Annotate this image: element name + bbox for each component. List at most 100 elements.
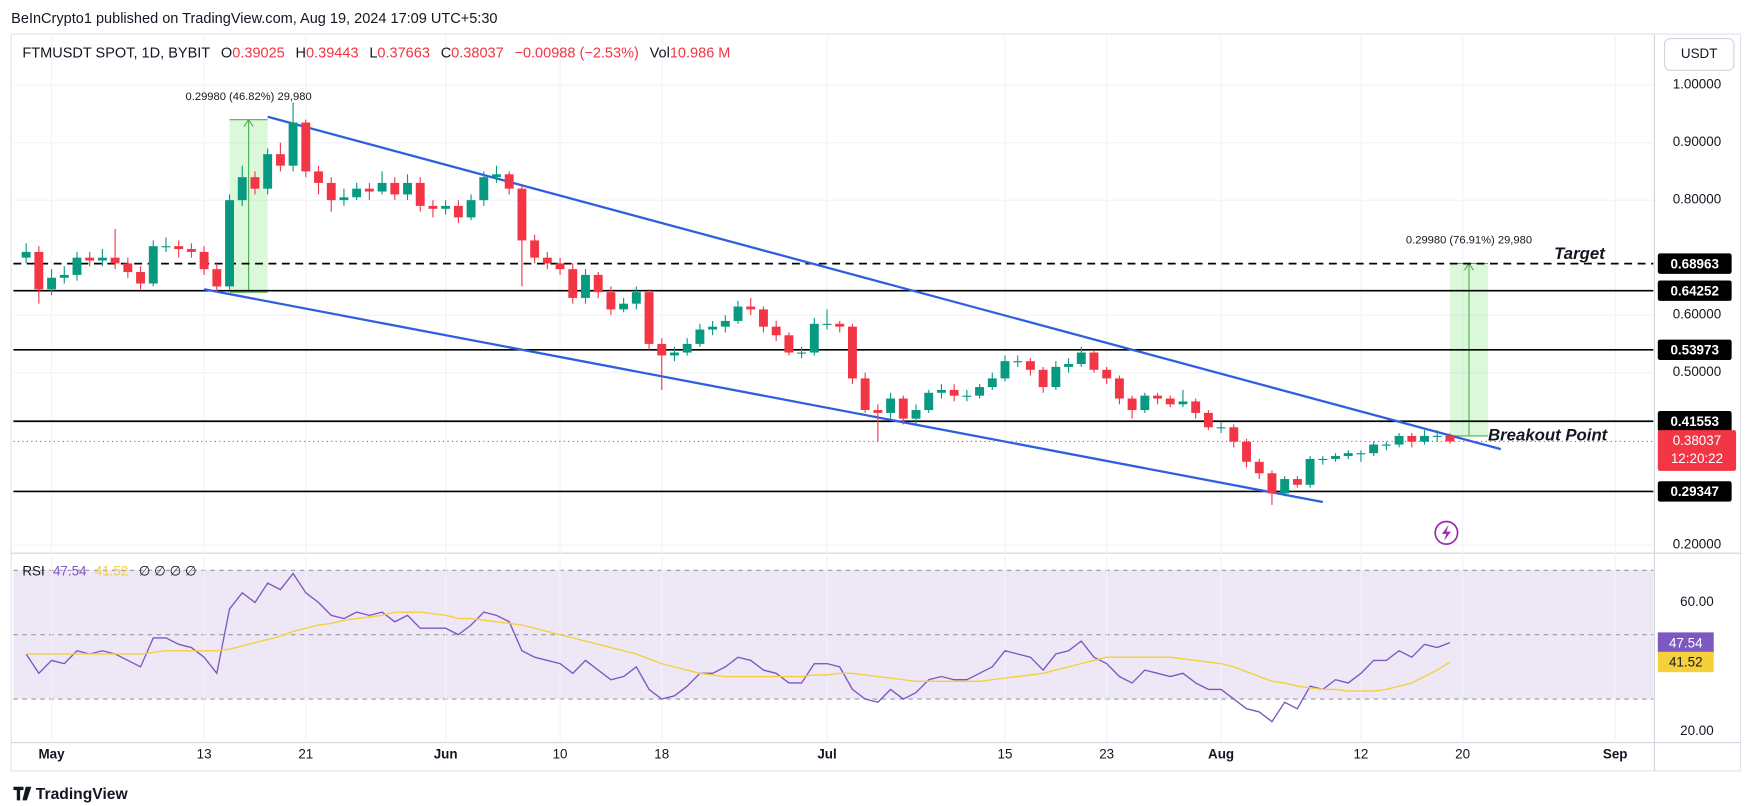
candle-body <box>975 387 985 396</box>
candle-body <box>949 389 959 396</box>
candle-body <box>1013 361 1023 363</box>
y-tick-label: 0.60000 <box>1673 307 1721 322</box>
candle-body <box>1165 398 1175 405</box>
candle-body <box>1420 435 1429 442</box>
candle-body <box>1191 401 1201 413</box>
x-tick-label: 18 <box>654 746 669 761</box>
frame <box>10 33 1742 772</box>
candle-body <box>581 274 590 298</box>
currency-label[interactable]: USDT <box>1681 46 1718 61</box>
candle-body <box>847 326 857 379</box>
x-tick-label: 23 <box>1099 746 1114 761</box>
rsi-value-label: 41.52 <box>1669 655 1703 670</box>
candle-body <box>1254 461 1264 474</box>
candle-body <box>720 320 730 327</box>
candle-body <box>682 343 692 353</box>
low-letter: L <box>369 45 377 61</box>
y-tick-label: 0.80000 <box>1673 192 1721 207</box>
candle-body <box>47 277 57 290</box>
high-value: 0.39443 <box>306 45 359 61</box>
candle-body <box>1102 369 1112 379</box>
price-box <box>1657 430 1737 471</box>
rsi-legend: RSI 47.54 41.52 ∅ ∅ ∅ ∅ <box>22 563 197 578</box>
candle-body <box>1038 369 1048 388</box>
rsi-value-box <box>1657 651 1714 673</box>
volume-label: Vol <box>650 45 670 61</box>
candle-body <box>746 306 756 310</box>
candle-body <box>619 303 629 310</box>
candle-body <box>492 174 501 178</box>
y-tick-label: 0.50000 <box>1673 364 1721 379</box>
rsi-band <box>13 570 1654 700</box>
candle-body <box>835 323 845 327</box>
candle-body <box>97 257 107 261</box>
price-box-value: 0.38037 <box>1673 433 1721 448</box>
annotation: Breakout Point <box>1488 425 1609 444</box>
candle-body <box>1356 453 1366 455</box>
candle-body <box>1114 378 1124 399</box>
rsi-ma-legend-value: 41.52 <box>95 563 129 578</box>
candle-body <box>695 329 705 344</box>
candle-body <box>924 392 934 411</box>
candle-body <box>199 251 209 270</box>
candle-body <box>568 269 578 298</box>
candle-body <box>453 205 463 218</box>
candle-body <box>898 398 908 419</box>
candle-body <box>110 257 120 264</box>
candle-body <box>301 122 311 172</box>
candle-body <box>1203 412 1213 428</box>
candle-body <box>1331 456 1340 459</box>
candle-body <box>339 197 349 201</box>
candle-body <box>1305 458 1315 485</box>
candle-body <box>771 326 781 336</box>
candle-body <box>1369 444 1379 454</box>
candle-body <box>212 269 222 287</box>
candle-body <box>237 177 247 201</box>
candle-body <box>1280 479 1290 494</box>
candle-body <box>275 154 285 166</box>
measure-label: 0.29980 (46.82%) 29,980 <box>186 91 312 103</box>
candle-body <box>606 292 616 310</box>
currency-button[interactable] <box>1663 37 1735 71</box>
x-tick-label: 12 <box>1353 746 1368 761</box>
candle-body <box>34 251 44 290</box>
footer-brand: TradingView <box>36 786 129 803</box>
candle-body <box>1318 458 1328 461</box>
candle-body <box>873 410 883 413</box>
level-label-box <box>1657 339 1732 361</box>
candle-body <box>21 251 31 258</box>
alert-bolt <box>1441 524 1451 541</box>
rsi-extra: ∅ ∅ ∅ ∅ <box>139 563 197 578</box>
candle-body <box>1229 427 1239 442</box>
candle-body <box>441 205 451 209</box>
candle-body <box>1267 473 1277 494</box>
rsi-tick-label: 20.00 <box>1680 723 1714 738</box>
rsi-line <box>25 572 1451 723</box>
change-value: −0.00988 (−2.53%) <box>514 45 638 61</box>
candle-body <box>314 171 323 183</box>
candle-body <box>1242 441 1251 462</box>
rsi-value-label: 47.54 <box>1669 635 1703 650</box>
candle-body <box>225 200 234 287</box>
candle-body <box>326 182 336 201</box>
candle-body <box>250 177 260 189</box>
level-annotation: Target <box>1554 244 1606 263</box>
candle-body <box>542 257 552 264</box>
x-tick-label: 13 <box>197 746 212 761</box>
y-tick-label: 0.90000 <box>1673 134 1721 149</box>
level-label: 0.41553 <box>1670 414 1719 429</box>
candle-body <box>415 182 425 206</box>
candle-body <box>186 249 196 252</box>
candle-body <box>1343 453 1353 457</box>
candle-body <box>886 398 896 413</box>
candle-body <box>263 154 273 189</box>
candle-body <box>85 257 95 261</box>
candle-body <box>1445 435 1455 442</box>
trendline <box>267 115 1502 451</box>
candle-body <box>759 309 768 327</box>
level-label-box <box>1657 411 1732 432</box>
candle-body <box>136 272 145 284</box>
candle-body <box>288 122 298 166</box>
candle-body <box>657 343 667 356</box>
